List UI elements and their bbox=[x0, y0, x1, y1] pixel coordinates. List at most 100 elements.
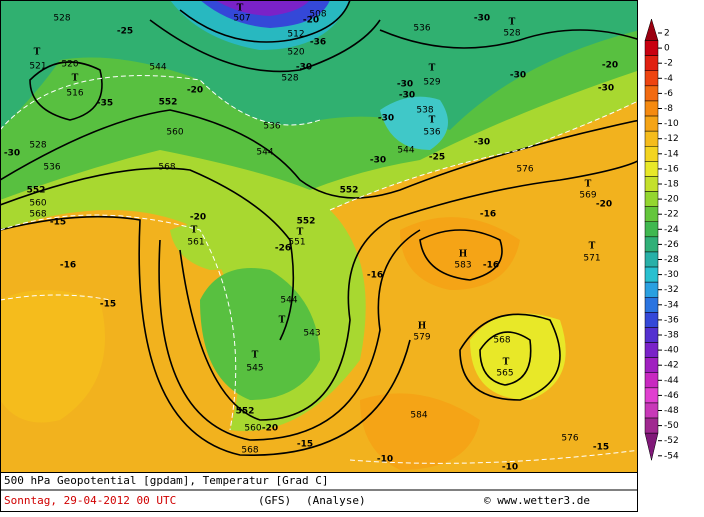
legend-label: -14 bbox=[664, 149, 679, 159]
legend-swatch bbox=[644, 297, 659, 313]
contour-label: 576 bbox=[516, 165, 533, 175]
footer-date: Sonntag, 29-04-2012 00 UTC bbox=[4, 494, 176, 507]
legend-label: -38 bbox=[664, 331, 679, 341]
contour-label: 512 bbox=[287, 30, 304, 40]
contour-label: 520 bbox=[287, 48, 304, 58]
contour-label: 529 bbox=[423, 78, 440, 88]
contour-label: 568 bbox=[493, 336, 510, 346]
contour-label: -15 bbox=[50, 218, 66, 228]
contour-label: -30 bbox=[598, 84, 614, 94]
legend-swatch bbox=[644, 221, 659, 238]
legend-swatch bbox=[644, 55, 659, 72]
pressure-center: T bbox=[429, 64, 436, 74]
contour-label: 583 bbox=[454, 261, 471, 271]
legend-swatch bbox=[644, 146, 659, 162]
pressure-center: T bbox=[252, 351, 259, 361]
legend-label: -22 bbox=[664, 210, 679, 220]
contour-label: -30 bbox=[370, 156, 386, 166]
contour-label: -26 bbox=[275, 244, 291, 254]
pressure-center: T bbox=[509, 18, 516, 28]
legend-swatch bbox=[644, 327, 659, 343]
footer-credit: © www.wetter3.de bbox=[484, 494, 590, 507]
contour-label: 544 bbox=[280, 296, 297, 306]
legend-swatch bbox=[644, 115, 659, 132]
legend-label: -8 bbox=[664, 104, 673, 114]
contour-label: 560 bbox=[244, 424, 261, 434]
contour-label: 543 bbox=[303, 329, 320, 339]
legend-swatch bbox=[644, 342, 659, 358]
legend-swatch bbox=[644, 161, 659, 177]
contour-label: -15 bbox=[100, 300, 116, 310]
footer-kind: (Analyse) bbox=[306, 494, 366, 507]
contour-label: 528 bbox=[29, 141, 46, 151]
contour-label: -10 bbox=[502, 463, 518, 473]
contour-label: -25 bbox=[429, 153, 445, 163]
legend-swatch bbox=[644, 372, 659, 389]
contour-label: 516 bbox=[66, 89, 83, 99]
contour-label: 544 bbox=[256, 148, 273, 158]
contour-label: -30 bbox=[378, 114, 394, 124]
contour-label: 576 bbox=[561, 434, 578, 444]
contour-label: -36 bbox=[310, 38, 326, 48]
pressure-center: T bbox=[503, 358, 510, 368]
legend-swatch bbox=[644, 236, 659, 253]
contour-label: 568 bbox=[158, 163, 175, 173]
contour-label: -30 bbox=[399, 91, 415, 101]
legend-label: -54 bbox=[664, 451, 679, 461]
legend-label: -4 bbox=[664, 74, 673, 84]
legend-label: -34 bbox=[664, 300, 679, 310]
contour-label: 552 bbox=[159, 98, 178, 108]
contour-label: -30 bbox=[474, 14, 490, 24]
contour-label: -20 bbox=[596, 200, 612, 210]
legend-swatch bbox=[644, 402, 659, 419]
contour-label: -16 bbox=[60, 261, 76, 271]
contour-label: -30 bbox=[4, 149, 20, 159]
legend-swatch bbox=[644, 357, 659, 373]
pressure-center: T bbox=[429, 116, 436, 126]
contour-label: -20 bbox=[262, 424, 278, 434]
contour-label: 579 bbox=[413, 333, 430, 343]
legend-swatch bbox=[644, 206, 659, 222]
contour-label: -20 bbox=[602, 61, 618, 71]
legend-arrow bbox=[644, 432, 659, 461]
contour-label: 528 bbox=[503, 29, 520, 39]
contour-label: 569 bbox=[579, 191, 596, 201]
legend-swatch bbox=[644, 191, 659, 207]
contour-label: -16 bbox=[483, 261, 499, 271]
contour-label: -16 bbox=[367, 271, 383, 281]
contour-label: 568 bbox=[29, 210, 46, 220]
contour-label: 551 bbox=[288, 238, 305, 248]
legend-label: -10 bbox=[664, 119, 679, 129]
legend-label: -24 bbox=[664, 225, 679, 235]
legend-swatch bbox=[644, 70, 659, 87]
legend-label: -2 bbox=[664, 59, 673, 69]
pressure-center: T bbox=[237, 4, 244, 14]
legend-label: -6 bbox=[664, 89, 673, 99]
contour-label: 560 bbox=[29, 199, 46, 209]
contour-label: 538 bbox=[416, 106, 433, 116]
contour-label: -20 bbox=[190, 213, 206, 223]
legend-swatch bbox=[644, 281, 659, 298]
legend-label: -12 bbox=[664, 134, 679, 144]
legend-swatch bbox=[644, 176, 659, 192]
contour-label: -30 bbox=[296, 63, 312, 73]
contour-label: 552 bbox=[236, 407, 255, 417]
footer-border bbox=[0, 472, 638, 512]
legend-swatch bbox=[644, 85, 659, 102]
legend-label: -32 bbox=[664, 285, 679, 295]
legend-label: -48 bbox=[664, 406, 679, 416]
contour-label: 552 bbox=[27, 186, 46, 196]
legend-swatch bbox=[644, 266, 659, 283]
legend-label: -46 bbox=[664, 391, 679, 401]
pressure-center: T bbox=[34, 48, 41, 58]
legend-label: -50 bbox=[664, 421, 679, 431]
contour-label: 536 bbox=[263, 122, 280, 132]
legend-label: -30 bbox=[664, 270, 679, 280]
legend-label: -36 bbox=[664, 315, 679, 325]
legend-label: -16 bbox=[664, 164, 679, 174]
legend-swatch bbox=[644, 130, 659, 147]
legend-swatch bbox=[644, 251, 659, 268]
legend-swatch bbox=[644, 417, 659, 434]
contour-label: 565 bbox=[496, 369, 513, 379]
